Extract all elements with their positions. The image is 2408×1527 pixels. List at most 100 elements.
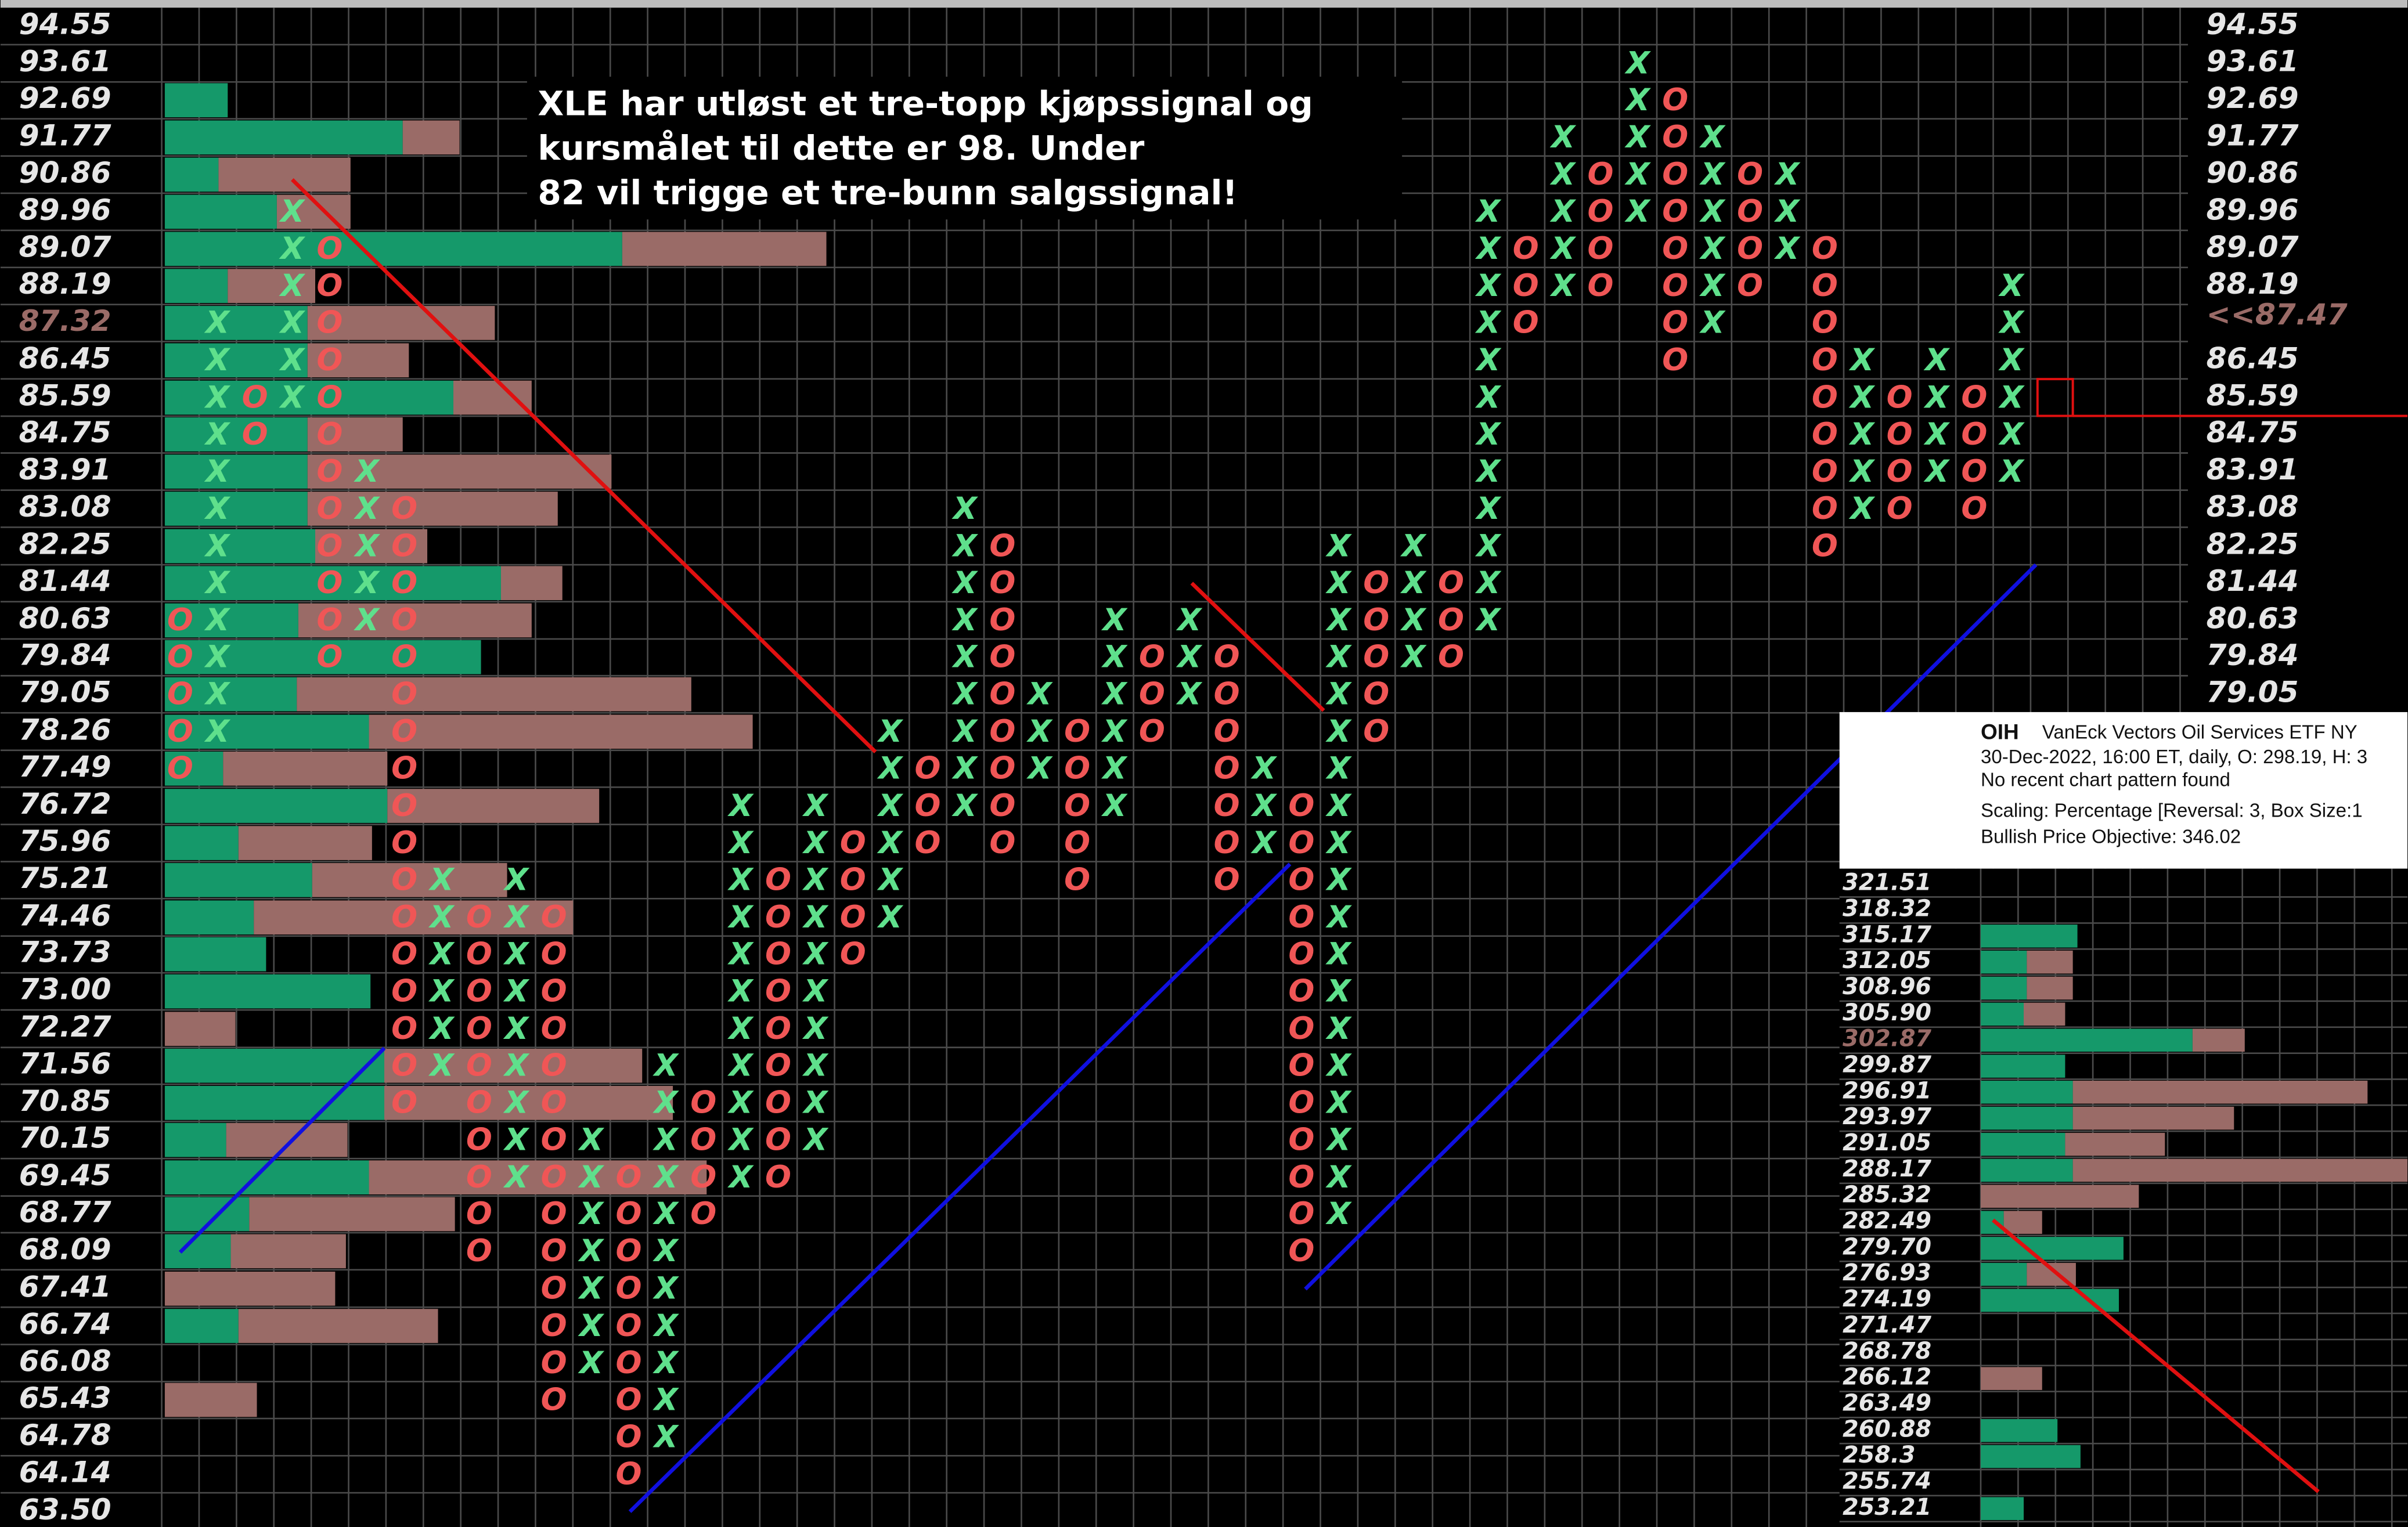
o-box: O <box>541 1196 567 1232</box>
x-box: X <box>653 1233 679 1269</box>
y-tick-label: 87.32 <box>19 304 111 338</box>
x-box: X <box>727 788 754 824</box>
x-box: X <box>653 1345 679 1381</box>
volume-down-bar <box>307 343 409 378</box>
o-box: O <box>541 1085 567 1121</box>
o-box: O <box>840 825 866 861</box>
x-box: X <box>1325 1011 1352 1046</box>
x-box: X <box>951 565 978 601</box>
o-box: O <box>167 751 193 786</box>
x-box: X <box>503 1122 529 1157</box>
o-box: O <box>466 1196 492 1232</box>
x-box: X <box>1848 454 1875 489</box>
scaling: Scaling: Percentage [Reversal: 3, Box Si… <box>1981 800 2363 822</box>
volume-down-bar <box>226 1122 348 1157</box>
y-tick-label: 318.32 <box>1843 896 1931 922</box>
x-box: X <box>503 973 529 1009</box>
volume-down-bar <box>218 157 351 192</box>
x-box: X <box>503 1011 529 1046</box>
x-box: X <box>578 1308 604 1344</box>
x-box: X <box>951 788 978 824</box>
volume-up-bar <box>164 566 501 601</box>
x-box: X <box>1998 305 2025 341</box>
o-box: O <box>989 528 1015 564</box>
volume-down-bar <box>369 1160 707 1195</box>
o-box: O <box>765 1160 791 1195</box>
y-tick-label: 282.49 <box>1843 1208 1931 1234</box>
o-box: O <box>391 788 417 824</box>
x-box: X <box>802 900 828 935</box>
x-box: X <box>1923 454 1950 489</box>
x-box: X <box>877 900 903 935</box>
o-box: O <box>1887 491 1913 526</box>
x-box: X <box>1699 157 1726 192</box>
volume-up-bar <box>164 789 388 823</box>
x-box: X <box>653 1382 679 1417</box>
volume-up-bar <box>164 380 453 415</box>
y2-tick-label: 85.59 <box>2207 378 2299 413</box>
x-box: X <box>802 1048 828 1084</box>
volume-down-bar <box>2003 1211 2042 1234</box>
o-box: O <box>1139 714 1165 749</box>
o-box: O <box>391 825 417 861</box>
x-box: X <box>1848 380 1875 415</box>
x-box: X <box>1176 640 1202 675</box>
o-box: O <box>1214 825 1240 861</box>
volume-up-bar <box>1980 1106 2073 1130</box>
x-box: X <box>653 1085 679 1121</box>
y-tick-label: 75.21 <box>19 861 111 895</box>
o-box: O <box>1139 676 1165 712</box>
volume-up-bar <box>1980 1419 2058 1442</box>
o-box: O <box>391 1048 417 1084</box>
x-box: X <box>1325 900 1352 935</box>
o-box: O <box>1288 900 1314 935</box>
y-tick-label: 253.21 <box>1843 1494 1931 1521</box>
x-box: X <box>1475 454 1501 489</box>
x-box: X <box>802 1085 828 1121</box>
x-box: X <box>204 417 230 452</box>
y-tick-label: 85.59 <box>19 378 111 413</box>
volume-up-bar <box>1980 1211 2004 1234</box>
o-box: O <box>1288 825 1314 861</box>
y-tick-label: 263.49 <box>1843 1389 1931 1416</box>
x-box: X <box>1475 380 1501 415</box>
y2-tick-label: 83.91 <box>2207 452 2299 486</box>
volume-down-bar <box>238 1309 438 1343</box>
x-box: X <box>1624 157 1651 192</box>
y-tick-label: 94.55 <box>19 6 111 41</box>
x-box: X <box>279 342 305 378</box>
o-box: O <box>615 1308 641 1344</box>
o-box: O <box>391 676 417 712</box>
x-box: X <box>1176 676 1202 712</box>
o-box: O <box>1214 788 1240 824</box>
o-box: O <box>1438 602 1464 638</box>
y-tick-label: 64.14 <box>19 1455 111 1489</box>
x-box: X <box>802 1122 828 1157</box>
x-box: X <box>1699 194 1726 229</box>
o-box: O <box>1363 714 1389 749</box>
x-box: X <box>1026 751 1053 786</box>
o-box: O <box>541 1233 567 1269</box>
x-box: X <box>279 380 305 415</box>
o-box: O <box>989 751 1015 786</box>
x-box: X <box>428 936 455 972</box>
trendlines <box>178 178 2408 1513</box>
pnf-column: XXX <box>1026 676 1053 786</box>
x-box: X <box>503 862 529 898</box>
x-box: X <box>1325 602 1352 638</box>
o-box: O <box>765 1048 791 1084</box>
y-tick-label: 92.69 <box>19 81 111 115</box>
y2-tick-label: 94.55 <box>2207 6 2299 41</box>
x-box: X <box>1325 528 1352 564</box>
x-box: X <box>877 788 903 824</box>
o-box: O <box>541 1271 567 1306</box>
o-box: O <box>242 380 268 415</box>
o-box: O <box>1662 82 1688 118</box>
